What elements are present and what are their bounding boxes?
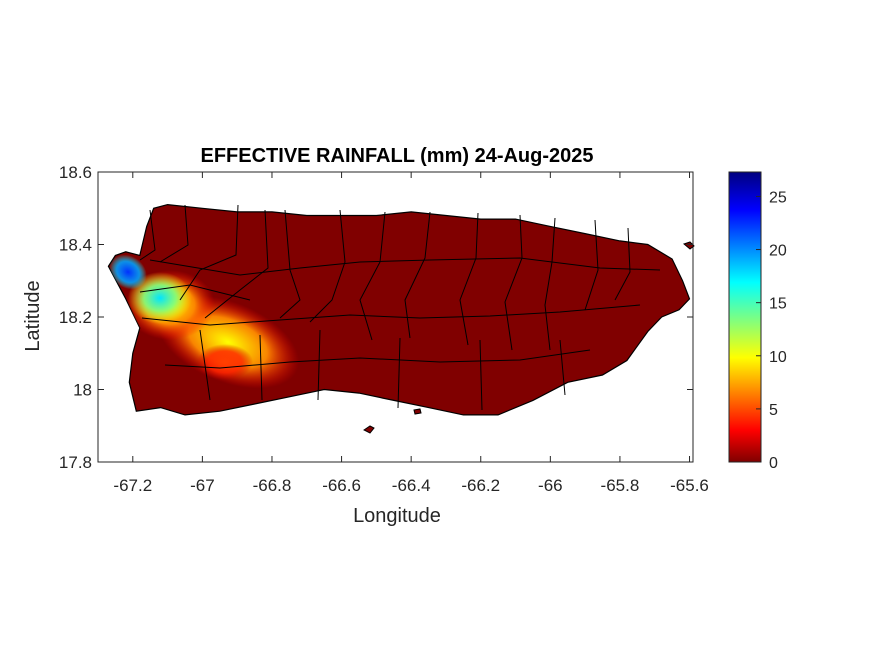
y-tick-label: 18.6 (59, 163, 92, 182)
colorbar (728, 171, 762, 463)
map-title: EFFECTIVE RAINFALL (mm) 24-Aug-2025 (200, 145, 593, 167)
rainfall-zone-south (197, 344, 253, 380)
y-tick-label: 18.2 (59, 308, 92, 327)
x-tick-label: -67 (190, 476, 215, 495)
islet-east (682, 241, 695, 250)
colorbar-tick-label: 0 (769, 455, 778, 472)
x-axis: -67.2 -67 -66.8 -66.6 -66.4 -66.2 -66 -65.8 -65.… (113, 172, 709, 495)
municipality-boundaries (139, 204, 661, 411)
colorbar-tick-label: 20 (769, 243, 787, 260)
colorbar-ticks: 0 5 10 15 20 25 (756, 189, 787, 472)
x-axis-label: Longitude (353, 505, 441, 527)
x-tick-label: -66.6 (322, 476, 361, 495)
rainfall-zone-high (128, 272, 192, 324)
colorbar-tick-label: 15 (769, 296, 787, 313)
colorbar-tick-label: 5 (769, 402, 778, 419)
y-axis-label: Latitude (22, 280, 44, 351)
rainfall-overlay (109, 254, 300, 389)
rainfall-zone-max (109, 254, 147, 290)
x-tick-label: -66 (538, 476, 563, 495)
colorbar-tick-label: 25 (769, 189, 787, 206)
colorbar-tick-label: 10 (769, 349, 787, 366)
x-tick-label: -65.8 (601, 476, 640, 495)
islet-south (413, 408, 422, 415)
x-tick-label: -66.2 (461, 476, 500, 495)
x-tick-label: -66.8 (253, 476, 292, 495)
y-axis: 17.8 18 18.2 18.4 18.6 (59, 163, 693, 472)
x-tick-label: -66.4 (392, 476, 431, 495)
islet-caja-de-muertos (363, 425, 375, 434)
puerto-rico-island (107, 203, 695, 434)
y-tick-label: 18 (73, 381, 92, 400)
y-tick-label: 17.8 (59, 453, 92, 472)
x-tick-label: -65.6 (670, 476, 709, 495)
x-tick-label: -67.2 (113, 476, 152, 495)
y-tick-label: 18.4 (59, 236, 92, 255)
